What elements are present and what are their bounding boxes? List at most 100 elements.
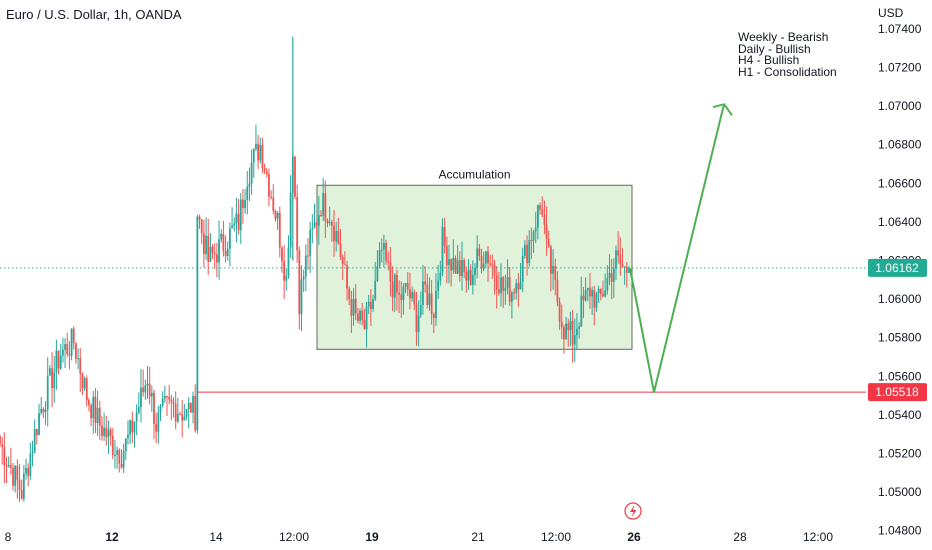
candle-body bbox=[220, 233, 223, 240]
candle-body bbox=[31, 452, 34, 454]
candle-body bbox=[489, 263, 492, 265]
candle-body bbox=[495, 275, 498, 290]
candle-body bbox=[519, 281, 522, 290]
x-tick-label: 8 bbox=[5, 530, 12, 544]
candle-body bbox=[526, 244, 528, 264]
candle-body bbox=[40, 408, 43, 414]
candle-body bbox=[378, 250, 381, 267]
candle-body bbox=[46, 375, 49, 410]
candle-body bbox=[320, 215, 322, 217]
candle-body bbox=[294, 156, 296, 197]
candle-body bbox=[595, 293, 598, 308]
candle-body bbox=[521, 255, 524, 282]
candle-body bbox=[463, 259, 466, 272]
candle-body bbox=[296, 196, 299, 251]
candle-body bbox=[346, 264, 348, 289]
candle-body bbox=[534, 227, 537, 232]
candle-body bbox=[565, 323, 567, 340]
candle-body bbox=[105, 427, 108, 438]
candle-body bbox=[51, 368, 53, 389]
candle-body bbox=[42, 408, 45, 413]
candle-body bbox=[361, 310, 364, 321]
candle-body bbox=[554, 266, 557, 281]
candle-body bbox=[103, 427, 106, 436]
candle-body bbox=[573, 335, 576, 345]
candle-body bbox=[396, 274, 398, 293]
candle-body bbox=[3, 446, 6, 466]
candle-body bbox=[428, 293, 431, 305]
candle-body bbox=[218, 239, 220, 263]
candle-body bbox=[146, 383, 149, 386]
candle-body bbox=[528, 240, 531, 264]
candle-body bbox=[259, 144, 262, 161]
candle-body bbox=[537, 205, 539, 228]
candle-body bbox=[372, 299, 374, 309]
candle-body bbox=[380, 249, 383, 251]
x-tick-label: 28 bbox=[733, 530, 747, 544]
candle-body bbox=[374, 280, 377, 300]
candle-body bbox=[222, 233, 225, 251]
candle-body bbox=[387, 261, 390, 263]
candle-body bbox=[571, 320, 574, 345]
candle-body bbox=[109, 429, 112, 436]
candle-body bbox=[383, 242, 385, 250]
candle-body bbox=[550, 246, 552, 274]
candle-body bbox=[456, 260, 459, 274]
accumulation-box[interactable] bbox=[316, 184, 633, 350]
candle-body bbox=[116, 450, 119, 455]
candle-body bbox=[589, 287, 591, 297]
candle-body bbox=[157, 412, 160, 432]
candle-body bbox=[539, 205, 541, 210]
current-price-tag[interactable] bbox=[868, 258, 927, 277]
candle-body bbox=[560, 321, 563, 328]
candle-body bbox=[343, 264, 346, 266]
candle-body bbox=[354, 298, 357, 314]
candle-body bbox=[231, 225, 233, 229]
y-tick-label: 1.06800 bbox=[878, 138, 922, 152]
note-h1: H1 - Consolidation bbox=[738, 64, 837, 79]
level-price-tag-text: 1.05518 bbox=[875, 385, 919, 399]
candle-body bbox=[18, 479, 21, 491]
symbol-title[interactable]: Euro / U.S. Dollar, 1h, OANDA bbox=[6, 7, 182, 22]
candle-body bbox=[411, 292, 414, 299]
candle-body bbox=[287, 247, 290, 276]
candle-body bbox=[615, 250, 617, 269]
candle-body bbox=[469, 269, 472, 285]
projection-arrow[interactable] bbox=[629, 103, 725, 394]
candle-body bbox=[137, 407, 140, 413]
candle-body bbox=[567, 323, 570, 331]
candle-body bbox=[246, 186, 249, 201]
candle-body bbox=[98, 407, 101, 426]
candle-body bbox=[181, 414, 184, 421]
candle-body bbox=[619, 255, 622, 265]
candle-body bbox=[194, 395, 197, 431]
candle-body bbox=[302, 276, 305, 280]
candle-body bbox=[187, 402, 190, 410]
candle-body bbox=[508, 277, 511, 302]
bias-notes: Weekly - Bearish Daily - Bullish H4 - Bu… bbox=[738, 31, 837, 79]
candle-body bbox=[359, 310, 361, 321]
candle-body bbox=[35, 428, 38, 436]
candle-body bbox=[83, 378, 86, 389]
candle-body bbox=[586, 287, 589, 291]
candle-body bbox=[101, 425, 103, 436]
candle-body bbox=[628, 268, 630, 273]
candle-body bbox=[215, 254, 218, 263]
level-price-tag[interactable] bbox=[868, 383, 927, 402]
y-tick-label: 1.04800 bbox=[878, 524, 922, 538]
candle-body bbox=[309, 229, 312, 256]
candle-body bbox=[127, 434, 129, 439]
candle-body bbox=[237, 213, 240, 231]
candle-body bbox=[261, 144, 264, 169]
candle-body bbox=[606, 278, 609, 291]
candle-body bbox=[53, 372, 56, 389]
candle-body bbox=[311, 228, 314, 230]
candle-body bbox=[543, 214, 546, 225]
candle-body bbox=[424, 281, 427, 285]
candle-body bbox=[450, 259, 453, 271]
x-tick-label: 12 bbox=[105, 530, 119, 544]
candle-body bbox=[409, 289, 411, 299]
note-daily: Daily - Bullish bbox=[738, 41, 811, 56]
